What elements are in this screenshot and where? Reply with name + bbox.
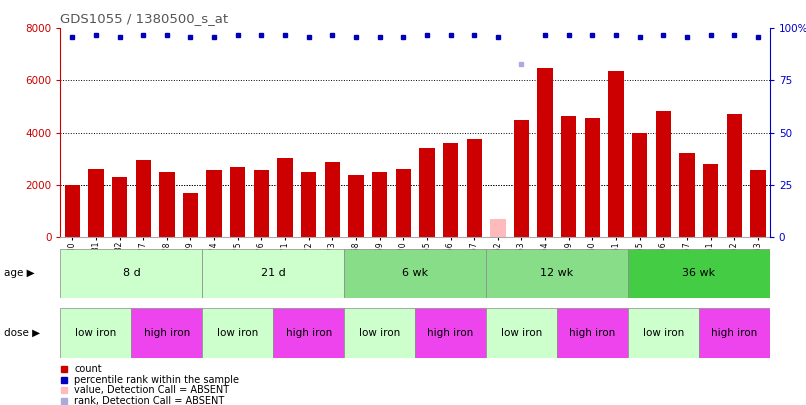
Bar <box>486 308 557 358</box>
Bar <box>64 185 80 237</box>
Text: GDS1055 / 1380500_s_at: GDS1055 / 1380500_s_at <box>60 12 229 25</box>
Bar <box>584 117 600 237</box>
Bar <box>726 114 742 237</box>
Bar <box>254 170 269 237</box>
Text: 6 wk: 6 wk <box>402 269 428 278</box>
Text: 12 wk: 12 wk <box>540 269 574 278</box>
Text: low iron: low iron <box>501 328 542 338</box>
Bar <box>557 308 628 358</box>
Bar <box>609 71 624 237</box>
Bar <box>632 133 647 237</box>
Bar <box>230 166 246 237</box>
Bar <box>206 170 222 237</box>
Bar <box>60 308 131 358</box>
Bar <box>348 175 364 237</box>
Text: 21 d: 21 d <box>261 269 285 278</box>
Bar <box>442 143 459 237</box>
Bar <box>655 111 671 237</box>
Text: 8 d: 8 d <box>123 269 140 278</box>
Bar <box>273 308 344 358</box>
Bar <box>486 249 628 298</box>
Bar <box>467 139 482 237</box>
Bar <box>490 219 505 237</box>
Bar <box>60 249 202 298</box>
Text: age ▶: age ▶ <box>4 269 35 278</box>
Bar <box>415 308 486 358</box>
Bar <box>679 153 695 237</box>
Text: high iron: high iron <box>285 328 332 338</box>
Text: low iron: low iron <box>359 328 401 338</box>
Bar <box>112 177 127 237</box>
Bar <box>88 168 104 237</box>
Bar <box>131 308 202 358</box>
Bar <box>202 249 344 298</box>
Bar <box>396 168 411 237</box>
Bar <box>301 172 317 237</box>
Text: high iron: high iron <box>711 328 758 338</box>
Text: value, Detection Call = ABSENT: value, Detection Call = ABSENT <box>74 385 229 395</box>
Bar <box>703 164 718 237</box>
Bar <box>344 249 486 298</box>
Text: high iron: high iron <box>427 328 474 338</box>
Bar <box>325 162 340 237</box>
Bar <box>513 120 530 237</box>
Text: 36 wk: 36 wk <box>682 269 716 278</box>
Text: low iron: low iron <box>642 328 684 338</box>
Bar <box>159 172 175 237</box>
Text: high iron: high iron <box>143 328 190 338</box>
Bar <box>419 148 434 237</box>
Bar <box>135 160 151 237</box>
Bar <box>628 249 770 298</box>
Bar <box>628 308 699 358</box>
Text: low iron: low iron <box>217 328 259 338</box>
Text: count: count <box>74 364 102 374</box>
Text: rank, Detection Call = ABSENT: rank, Detection Call = ABSENT <box>74 396 224 405</box>
Bar <box>277 158 293 237</box>
Text: percentile rank within the sample: percentile rank within the sample <box>74 375 239 385</box>
Text: high iron: high iron <box>569 328 616 338</box>
Bar <box>372 172 388 237</box>
Bar <box>561 117 576 237</box>
Bar <box>699 308 770 358</box>
Bar <box>538 68 553 237</box>
Text: low iron: low iron <box>75 328 117 338</box>
Bar <box>202 308 273 358</box>
Text: dose ▶: dose ▶ <box>4 328 40 338</box>
Bar <box>344 308 415 358</box>
Bar <box>750 171 766 237</box>
Bar <box>183 193 198 237</box>
